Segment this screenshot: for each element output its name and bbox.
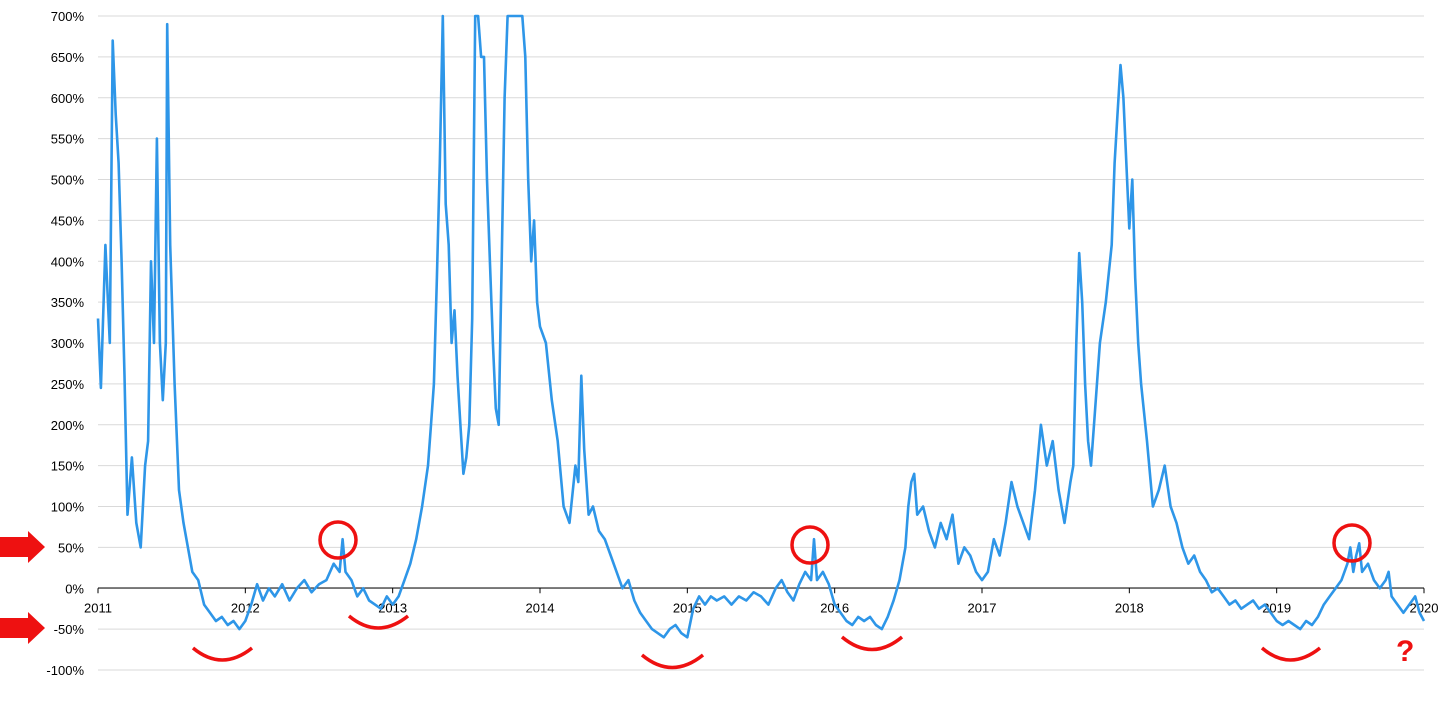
- y-tick-label: 350%: [51, 295, 85, 310]
- x-tick-label: 2013: [378, 600, 407, 615]
- question-mark: ?: [1396, 635, 1414, 668]
- trough-arc: [840, 635, 904, 652]
- x-tick-labels: 2011 2012 2013 2014 2015 2016 2017 2018 2019 2020: [84, 588, 1438, 615]
- x-tick-label: 2016: [820, 600, 849, 615]
- x-tick-label: 2011: [84, 600, 112, 615]
- y-tick-label: 300%: [51, 336, 85, 351]
- trough-arc: [1260, 646, 1322, 662]
- x-tick-label: 2018: [1115, 600, 1144, 615]
- y-tick-label: 250%: [51, 377, 85, 392]
- y-tick-label: 0%: [65, 581, 84, 596]
- y-tick-label: 450%: [51, 213, 85, 228]
- arrow-icon: [0, 612, 45, 644]
- trough-arc: [640, 653, 705, 670]
- y-tick-label: 600%: [51, 91, 85, 106]
- x-tick-label: 2017: [968, 600, 997, 615]
- gridlines: [98, 15, 1424, 671]
- trough-arc: [347, 614, 410, 630]
- x-tick-label: 2020: [1410, 600, 1439, 615]
- y-tick-label: 400%: [51, 254, 85, 269]
- y-tick-label: 550%: [51, 132, 85, 147]
- arrow-icon: [0, 531, 45, 563]
- annotations: ?: [0, 520, 1414, 670]
- peak-circle: [318, 520, 358, 560]
- y-tick-label: 700%: [51, 9, 85, 24]
- y-tick-label: 50%: [58, 540, 84, 555]
- peak-circle: [790, 525, 830, 565]
- x-tick-label: 2014: [526, 600, 555, 615]
- peak-circle: [1332, 523, 1372, 563]
- y-tick-label: 500%: [51, 173, 85, 188]
- y-tick-label: -50%: [54, 622, 85, 637]
- y-tick-label: 100%: [51, 500, 85, 515]
- trough-arc: [191, 646, 254, 662]
- y-tick-label: 650%: [51, 50, 85, 65]
- x-tick-label: 2012: [231, 600, 260, 615]
- y-tick-labels: 700% 650% 600% 550% 500% 450% 400% 350% 300% 250%…: [46, 9, 84, 678]
- series-line: [96, 14, 1426, 639]
- y-tick-label: 200%: [51, 418, 85, 433]
- y-tick-label: 150%: [51, 459, 85, 474]
- y-tick-label: -100%: [46, 663, 84, 678]
